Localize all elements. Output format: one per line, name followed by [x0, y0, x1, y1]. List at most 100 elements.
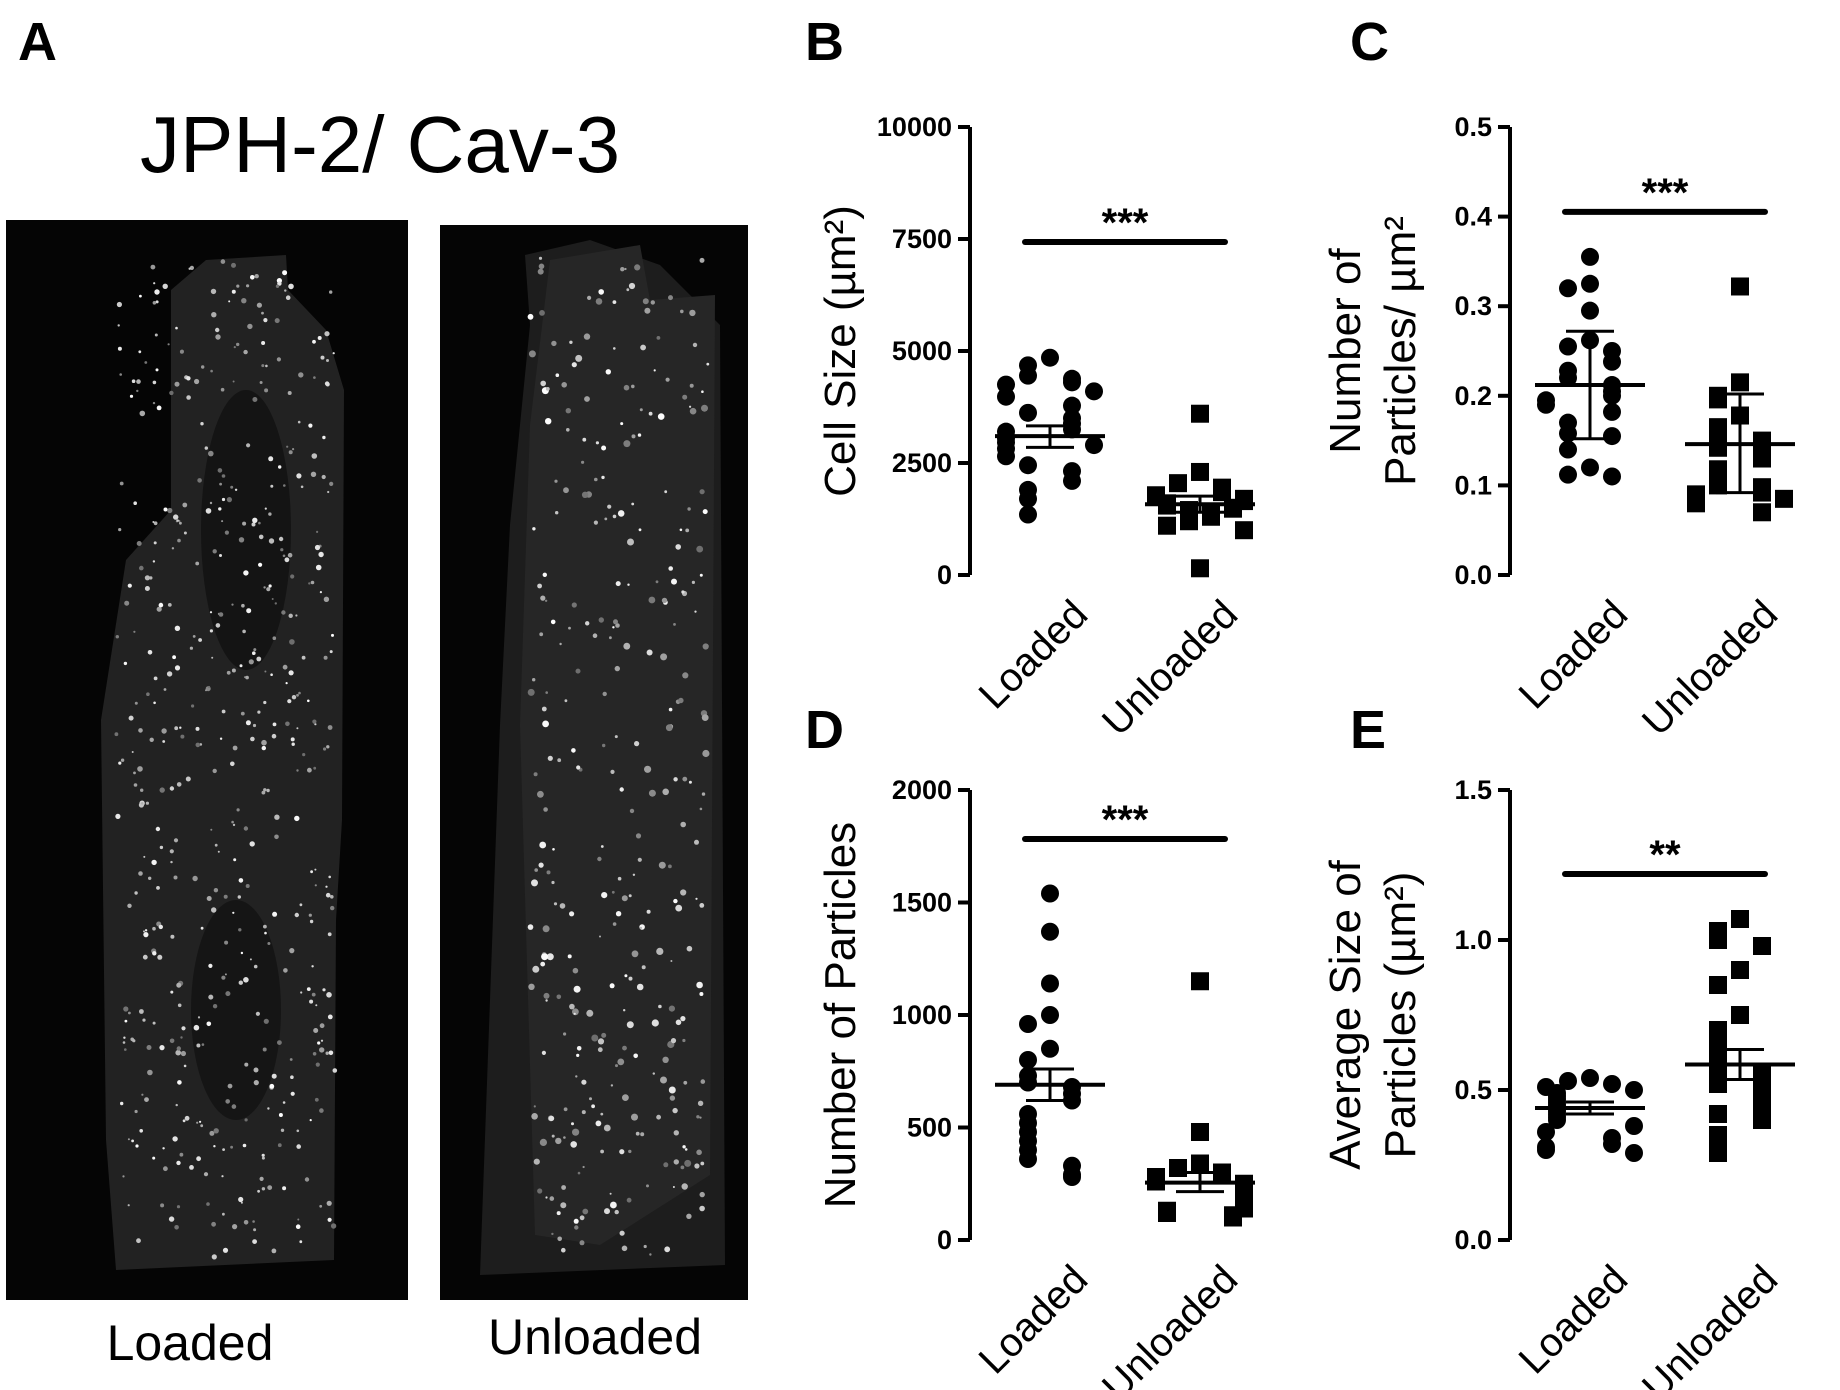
- fluorescence-spot: [673, 1130, 679, 1136]
- data-point: [1753, 1111, 1771, 1129]
- fluorescence-spot: [587, 295, 592, 300]
- y-tick-label: 0.1: [1454, 470, 1492, 500]
- data-point: [1019, 1051, 1037, 1069]
- fluorescence-spot: [680, 1016, 686, 1022]
- y-tick-label: 0.0: [1454, 560, 1492, 590]
- fluorescence-spot: [179, 521, 182, 525]
- fluorescence-spot: [221, 474, 226, 478]
- fluorescence-spot: [195, 726, 200, 731]
- fluorescence-spot: [192, 635, 196, 638]
- fluorescence-spot: [212, 549, 217, 554]
- data-point: [1019, 366, 1037, 385]
- data-point: [1041, 974, 1059, 993]
- fluorescence-spot: [154, 289, 160, 295]
- fluorescence-spot: [226, 670, 231, 675]
- fluorescence-spot: [631, 384, 635, 389]
- fluorescence-spot: [308, 423, 313, 428]
- fluorescence-spot: [542, 925, 550, 933]
- fluorescence-spot: [605, 369, 611, 375]
- fluorescence-spot: [144, 361, 148, 364]
- fluorescence-spot: [149, 576, 153, 580]
- fluorescence-spot: [620, 422, 624, 426]
- fluorescence-spot: [586, 1009, 594, 1017]
- fluorescence-spot: [538, 862, 544, 868]
- fluorescence-spot: [265, 364, 268, 368]
- fluorescence-spot: [119, 373, 122, 376]
- fluorescence-spot: [120, 758, 125, 762]
- fluorescence-spot: [591, 1034, 599, 1042]
- fluorescence-spot: [123, 1036, 126, 1039]
- y-tick-label: 2500: [892, 448, 952, 478]
- fluorescence-spot: [135, 1144, 139, 1148]
- series-loaded: [995, 348, 1105, 524]
- fluorescence-spot: [242, 629, 246, 634]
- fluorescence-spot: [665, 377, 670, 382]
- fluorescence-spot: [699, 489, 705, 495]
- fluorescence-spot: [576, 1046, 582, 1051]
- fluorescence-spot: [194, 378, 200, 385]
- data-point: [1537, 1141, 1555, 1159]
- fluorescence-spot: [598, 289, 604, 295]
- fluorescence-spot: [329, 650, 333, 654]
- fluorescence-spot: [699, 992, 704, 996]
- data-point: [1731, 277, 1749, 296]
- data-point: [1603, 1135, 1621, 1153]
- fluorescence-spot: [152, 926, 156, 931]
- fluorescence-spot: [288, 670, 294, 676]
- fluorescence-spot: [127, 1204, 130, 1207]
- fluorescence-spot: [161, 728, 167, 734]
- fluorescence-spot: [614, 665, 620, 672]
- fluorescence-spot: [663, 1162, 669, 1168]
- fluorescence-spot: [213, 888, 219, 893]
- y-axis-title: Particles (µm²): [1376, 872, 1425, 1159]
- fluorescence-spot: [582, 1165, 585, 1169]
- fluorescence-spot: [169, 849, 174, 854]
- fluorescence-spot: [200, 422, 204, 426]
- fluorescence-spot: [206, 896, 212, 901]
- x-category-label: Loaded: [971, 1257, 1097, 1383]
- fluorescence-spot: [224, 940, 229, 945]
- series-loaded: [1535, 247, 1645, 486]
- fluorescence-spot: [243, 349, 248, 355]
- fluorescence-spot: [248, 659, 254, 665]
- fluorescence-spot: [282, 554, 286, 558]
- fluorescence-spot: [646, 909, 651, 914]
- fluorescence-spot: [192, 875, 198, 882]
- fluorescence-spot: [284, 557, 290, 563]
- fluorescence-spot: [158, 602, 164, 608]
- fluorescence-spot: [557, 1236, 562, 1242]
- fluorescence-spot: [284, 289, 287, 292]
- fluorescence-spot: [533, 772, 538, 777]
- fluorescence-spot: [635, 833, 642, 839]
- fluorescence-spot: [133, 630, 136, 633]
- data-point: [1753, 449, 1771, 468]
- fluorescence-spot: [699, 573, 703, 577]
- fluorescence-spot: [151, 859, 157, 866]
- fluorescence-spot: [299, 1240, 303, 1244]
- data-point: [1731, 910, 1749, 928]
- fluorescence-spot: [556, 994, 562, 1000]
- fluorescence-spot: [250, 736, 255, 742]
- data-point: [1709, 476, 1727, 495]
- data-point: [1709, 1075, 1727, 1093]
- fluorescence-spot: [545, 999, 548, 1002]
- fluorescence-spot: [641, 965, 646, 970]
- fluorescence-spot: [254, 274, 259, 279]
- fluorescence-spot: [147, 1069, 153, 1076]
- fluorescence-spot: [538, 263, 545, 270]
- fluorescence-spot: [668, 1005, 675, 1012]
- fluorescence-spot: [640, 1132, 645, 1137]
- fluorescence-spot: [642, 298, 649, 305]
- fluorescence-spot: [325, 892, 331, 898]
- fluorescence-spot: [330, 1223, 337, 1229]
- fluorescence-spot: [614, 1209, 619, 1215]
- fluorescence-spot: [701, 792, 706, 796]
- fluorescence-spot: [233, 858, 237, 862]
- fluorescence-spot: [612, 300, 617, 304]
- fluorescence-spot: [613, 619, 618, 625]
- fluorescence-spot: [232, 745, 238, 751]
- fluorescence-spot: [696, 545, 704, 553]
- data-point: [1709, 931, 1727, 949]
- x-category-label: Loaded: [1511, 592, 1637, 718]
- fluorescence-spot: [208, 994, 214, 1000]
